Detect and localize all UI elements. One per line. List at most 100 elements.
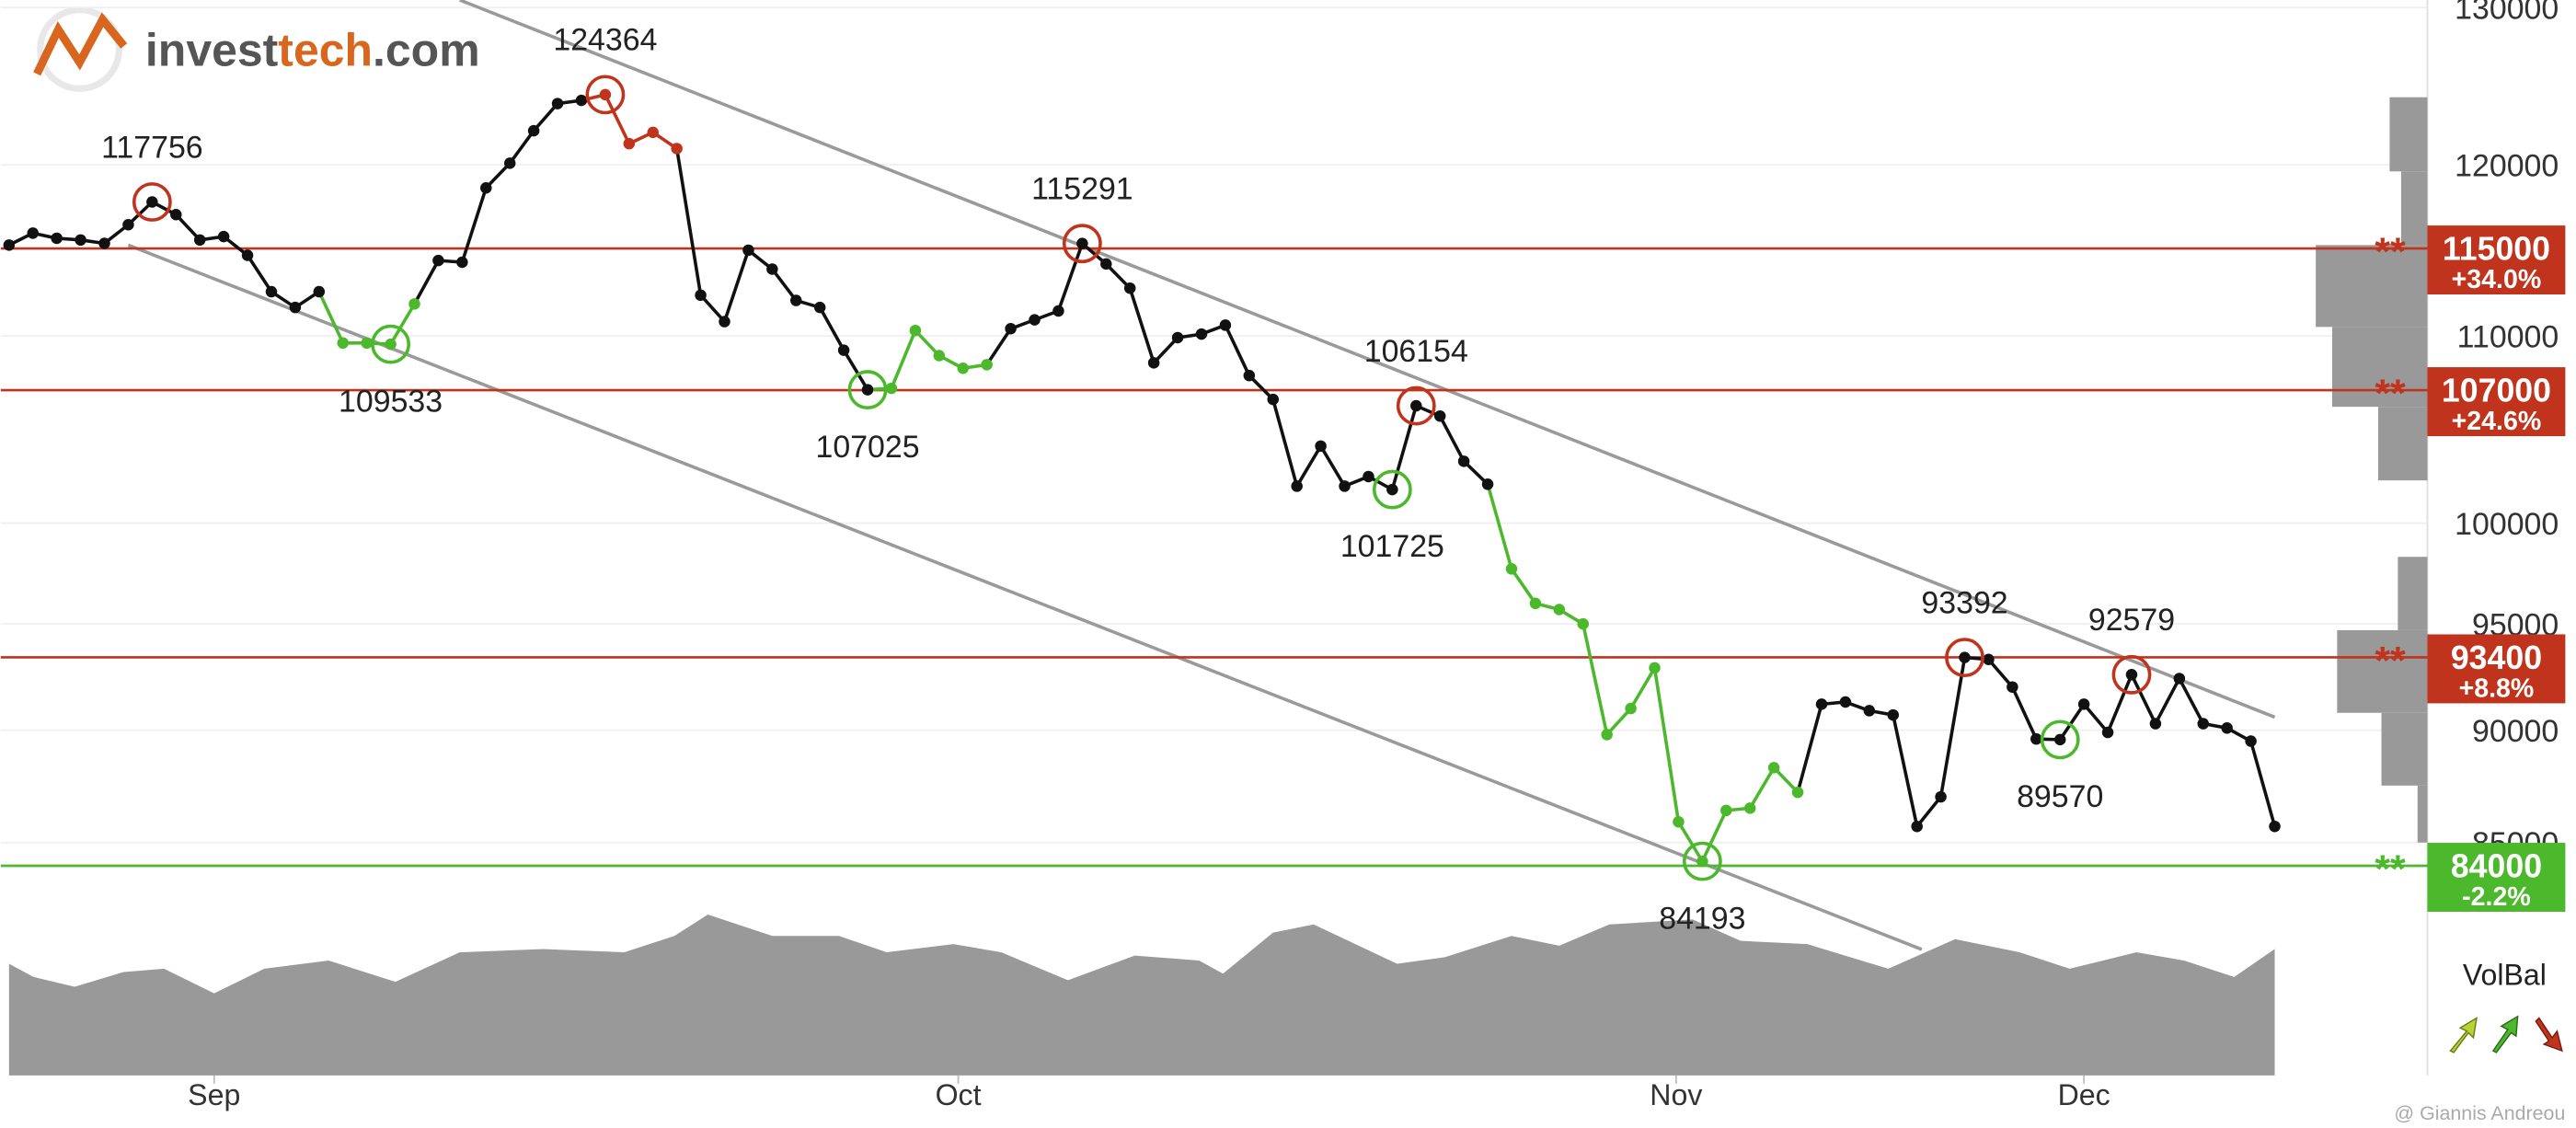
price-segment (842, 349, 869, 391)
volume-profile-bar (2377, 407, 2428, 481)
price-dot (98, 237, 110, 249)
price-dot (1171, 331, 1184, 344)
price-dot (981, 359, 993, 371)
price-segment (2248, 741, 2277, 827)
volume-profile-bar (2316, 245, 2428, 328)
price-dot (1457, 455, 1470, 467)
price-segment (174, 213, 201, 242)
price-dot (3, 239, 16, 251)
watermark: @ Giannis Andreou (2394, 1102, 2565, 1124)
level-value: 93400 (2451, 639, 2542, 676)
price-segment (2178, 677, 2205, 725)
price-dot (957, 363, 969, 374)
extreme-marker (1682, 841, 1722, 881)
price-dot (1529, 597, 1542, 610)
price-dot (2173, 673, 2186, 685)
price-dot (2269, 820, 2281, 833)
y-tick-label: 90000 (2472, 714, 2559, 749)
price-segment (1915, 795, 1942, 828)
price-segment (532, 102, 559, 132)
logo: investtech.com (33, 6, 480, 92)
price-segment (1128, 287, 1156, 363)
extreme-marker (1396, 386, 1436, 426)
price-dot (432, 254, 444, 267)
logo-part: .com (373, 24, 480, 75)
price-segment (2130, 673, 2157, 725)
price-dot (1983, 653, 1995, 665)
price-segment (770, 268, 798, 302)
price-dot (1696, 855, 1708, 868)
price-dot (1911, 820, 1923, 833)
level-value: 84000 (2451, 848, 2542, 885)
price-segment (1748, 766, 1776, 810)
price-dot (719, 316, 730, 328)
price-segment (2106, 673, 2133, 733)
price-dot (289, 301, 302, 314)
price-dot (1673, 815, 1685, 828)
extreme-marker (2111, 654, 2152, 695)
extreme-marker (1945, 638, 1984, 678)
price-dot (1147, 357, 1160, 369)
price-dot (1553, 604, 1566, 616)
logo-ring (37, 6, 122, 92)
extreme-label: 107025 (816, 430, 920, 465)
price-dot (1363, 470, 1374, 483)
price-dot (241, 249, 254, 261)
trend-line (459, 0, 2276, 719)
price-segment (1700, 810, 1728, 862)
price-segment (460, 187, 488, 263)
volume-profile-bar (2417, 785, 2428, 843)
price-dot (1959, 651, 1971, 663)
price-dot (2007, 681, 2018, 693)
logo-part: invest (145, 24, 279, 75)
price-dot (1005, 323, 1017, 335)
arrow-icon (2449, 1017, 2478, 1053)
arrow-icon (2491, 1015, 2519, 1053)
extreme-label: 109533 (339, 384, 443, 419)
extreme-marker (2040, 719, 2080, 760)
x-tick-label: Nov (1650, 1078, 1702, 1111)
price-dot (1791, 786, 1804, 799)
price-dot (2245, 735, 2257, 747)
price-dot (790, 294, 802, 306)
price-segment (1486, 483, 1513, 570)
price-dot (1029, 314, 1041, 326)
extreme-marker (371, 324, 411, 364)
price-segment (1390, 405, 1419, 490)
price-dot (1219, 319, 1232, 331)
level-badge (2427, 367, 2566, 437)
price-dot (2101, 726, 2114, 739)
x-tick-label: Oct (936, 1078, 982, 1111)
price-segment (1605, 707, 1632, 736)
level-value: 107000 (2442, 373, 2551, 409)
price-dot (1481, 478, 1494, 490)
price-segment (2082, 703, 2110, 734)
price-dot (1243, 369, 1256, 382)
price-dot (313, 285, 326, 298)
extreme-label: 92579 (2088, 603, 2175, 638)
price-dot (2077, 698, 2090, 710)
price-segment (508, 130, 535, 165)
price-dot (361, 337, 373, 350)
price-dot (122, 218, 134, 231)
price-segment (412, 259, 441, 305)
price-dot (1339, 480, 1351, 492)
price-segment (1438, 415, 1466, 463)
price-dot (217, 230, 230, 243)
price-dot (647, 126, 659, 139)
price-segment (1581, 623, 1609, 735)
volume-profile-bar (2331, 327, 2428, 408)
price-dot (1505, 563, 1518, 575)
price-dot (1649, 662, 1661, 674)
extreme-marker (132, 182, 172, 222)
price-segment (1224, 324, 1251, 376)
y-tick-label: 120000 (2455, 149, 2559, 184)
volume-profile-bar (2337, 629, 2428, 713)
price-dot (1100, 258, 1112, 270)
volbal-label: VolBal (2463, 959, 2547, 992)
volume-profile-bar (2398, 557, 2428, 630)
level-change: +24.6% (2452, 407, 2542, 436)
price-segment (890, 329, 917, 389)
price-segment (246, 254, 273, 294)
